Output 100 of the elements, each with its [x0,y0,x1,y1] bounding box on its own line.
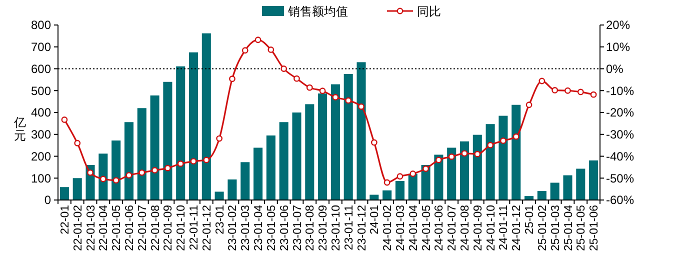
bar [550,182,560,200]
bar [486,124,495,200]
x-tick-label: 22-01-04 [98,204,110,252]
y-tick-label: 800 [30,18,52,32]
x-tick-label: 22-01-10 [176,205,188,252]
point [448,153,455,160]
y2-tick-label: 20% [606,18,630,32]
x-tick-label: 22-01-07 [136,205,149,252]
x-tick-label: 22-01-11 [188,205,201,250]
y-tick-label: 500 [30,84,52,98]
bar [395,180,404,200]
x-tick-label: 22-01-08 [150,205,162,252]
bar [576,168,586,200]
bar [472,134,482,200]
point [396,173,404,180]
point [229,76,236,82]
legend-label: 销售额均值 [287,4,348,18]
x-tick-label: 24-01-02 [382,205,394,252]
x-tick-label: 25-01-03 [550,205,562,252]
x-tick-label: 24-01-10 [485,205,498,252]
x-tick-label: 23-01-12 [356,205,368,252]
x-tick-label: 22-01-05 [111,205,124,252]
y-tick-label: 100 [30,171,52,186]
bar [163,82,172,200]
point [500,138,506,144]
y-tick-label: 400 [30,106,52,120]
point [538,78,546,84]
x-tick-label: 23-01-06 [278,205,291,252]
bar [292,112,302,200]
x-tick-label: 25-01-05 [576,205,588,252]
point [242,47,248,54]
point [152,167,158,174]
x-tick-label: 22-01-09 [162,205,175,252]
bar [112,140,121,200]
bar [124,122,134,200]
bar [434,154,444,200]
y2-tick-label: -50% [606,171,634,186]
point [345,97,352,104]
point [552,86,558,94]
x-tick-label: 22-01-12 [201,205,214,252]
bar [202,33,211,200]
x-tick-label: 24-01 [369,205,382,234]
x-tick-label: 23-01-04 [253,204,266,252]
x-tick-label: 25-01 [524,205,536,234]
y-tick-label: 700 [30,40,52,54]
x-tick-label: 24-01-11 [498,205,510,250]
y2-tick-label: -40% [606,149,634,164]
bar [356,62,366,200]
point [164,164,171,172]
x-tick-label: 24-01-04 [408,204,420,252]
x-tick-label: 23-01 [214,205,226,234]
x-tick-label: 25-01-02 [536,205,549,252]
bar [537,191,546,200]
bar [188,52,198,200]
point [461,150,468,157]
bar [330,84,340,200]
x-tick-label: 23-01-07 [292,205,304,252]
y-axis-title: 亿元 [13,116,26,142]
point [254,36,262,44]
y-tick-label: 200 [30,149,52,164]
point [177,160,184,167]
point [384,179,390,186]
x-tick-label: 24-01-12 [511,205,524,252]
y2-tick-label: -60% [606,193,634,208]
point [512,133,520,140]
point [358,103,364,110]
x-tick-label: 23-01-10 [330,205,342,252]
x-tick-label: 22-01 [59,205,72,234]
point [74,140,81,146]
point [100,176,106,182]
x-tick-label: 23-01-02 [227,205,240,252]
bar [254,148,263,200]
bar [150,95,160,200]
x-tick-label: 23-01-05 [266,205,278,252]
point [216,135,223,142]
bar [344,74,353,200]
point [474,150,481,158]
bar [214,192,224,200]
point [526,102,532,108]
point [126,172,132,178]
y2-tick-label: -20% [606,106,634,120]
bar [460,141,470,200]
bar [176,66,186,200]
legend-label: 同比 [417,4,441,18]
x-tick-label: 25-01-04 [562,204,575,252]
y2-tick-label: -30% [606,128,634,142]
x-tick-label: 23-01-09 [318,205,330,252]
x-tick-label: 24-01-03 [395,205,407,252]
x-tick-label: 24-01-05 [420,205,433,252]
x-tick-label: 23-01-03 [240,205,252,252]
y2-tick-label: -10% [606,84,634,98]
bar [563,175,572,200]
bar [408,174,418,200]
point [87,169,94,176]
y2-tick-label: 0% [606,62,624,76]
x-tick-label: 24-01-09 [472,205,484,252]
x-tick-label: 23-01-11 [343,205,356,250]
bar [137,108,146,200]
bar [512,104,521,200]
point [422,166,429,172]
